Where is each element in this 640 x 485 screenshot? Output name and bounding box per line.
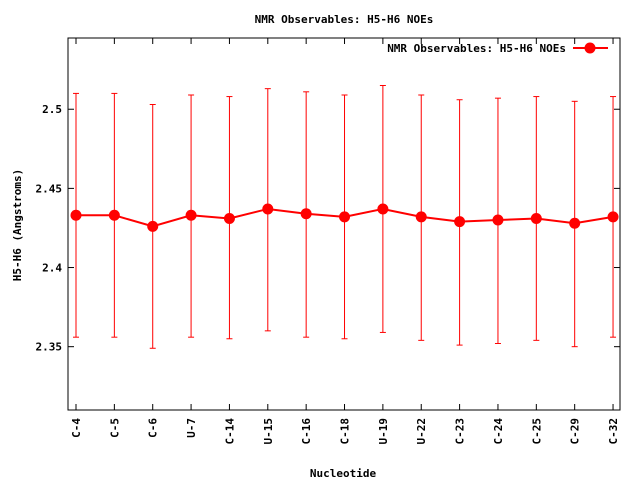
data-point: [108, 209, 120, 221]
x-tick-label: C-16: [300, 418, 313, 445]
data-point: [454, 216, 466, 228]
data-point: [492, 214, 504, 226]
legend-marker: [584, 42, 596, 54]
x-tick-label: C-4: [70, 418, 83, 438]
x-axis-label: Nucleotide: [310, 467, 377, 480]
x-tick-label: U-15: [262, 418, 275, 445]
y-axis-label: H5-H6 (Angstroms): [11, 169, 24, 282]
plot-frame: [67, 37, 621, 411]
x-tick-label: C-5: [108, 418, 121, 438]
legend: NMR Observables: H5-H6 NOEs: [387, 42, 608, 55]
data-point: [607, 211, 619, 223]
x-tick-label: U-22: [415, 418, 428, 445]
y-tick-label: 2.5: [42, 103, 62, 116]
x-tick-label: C-6: [147, 418, 160, 438]
x-tick-label: C-23: [454, 418, 467, 445]
x-tick-label: C-24: [492, 418, 505, 445]
data-point: [223, 212, 235, 224]
x-tick-label: C-14: [223, 418, 236, 445]
data-point: [530, 212, 542, 224]
data-point: [147, 220, 159, 232]
x-tick-label: U-19: [377, 418, 390, 445]
data-point: [185, 209, 197, 221]
y-tick-label: 2.35: [36, 341, 63, 354]
data-point: [415, 211, 427, 223]
data-point: [339, 211, 351, 223]
x-tick-label: C-25: [530, 418, 543, 445]
data-point: [569, 217, 581, 229]
x-tick-label: C-18: [339, 418, 352, 445]
x-tick-label: C-32: [607, 418, 620, 445]
legend-label: NMR Observables: H5-H6 NOEs: [387, 42, 566, 55]
x-tick-label: U-7: [185, 418, 198, 438]
data-point: [300, 208, 312, 220]
y-tick-label: 2.45: [36, 182, 63, 195]
chart-title: NMR Observables: H5-H6 NOEs: [255, 13, 434, 26]
x-tick-label: C-29: [569, 418, 582, 445]
y-tick-label: 2.4: [42, 262, 62, 275]
data-point: [262, 203, 274, 215]
data-point: [377, 203, 389, 215]
data-point: [70, 209, 82, 221]
